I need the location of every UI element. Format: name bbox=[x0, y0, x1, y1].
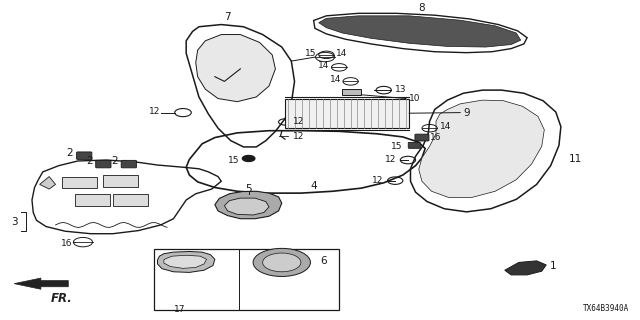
Polygon shape bbox=[157, 252, 215, 272]
Text: FR.: FR. bbox=[51, 292, 73, 305]
Text: 1: 1 bbox=[549, 261, 556, 271]
Text: 5: 5 bbox=[245, 184, 252, 194]
Circle shape bbox=[253, 248, 310, 276]
Text: 2: 2 bbox=[111, 156, 118, 166]
Text: 6: 6 bbox=[320, 256, 326, 266]
Text: 16: 16 bbox=[430, 133, 442, 142]
Text: TX64B3940A: TX64B3940A bbox=[583, 304, 629, 313]
Text: 15: 15 bbox=[391, 142, 403, 151]
Text: 2: 2 bbox=[66, 148, 73, 157]
Text: 15: 15 bbox=[228, 156, 239, 164]
Circle shape bbox=[262, 253, 301, 272]
Polygon shape bbox=[419, 100, 544, 197]
Text: 12: 12 bbox=[372, 175, 384, 185]
Polygon shape bbox=[40, 177, 56, 189]
FancyBboxPatch shape bbox=[77, 152, 92, 159]
Text: 12: 12 bbox=[293, 117, 305, 126]
Text: 14: 14 bbox=[318, 61, 330, 70]
Text: 11: 11 bbox=[568, 155, 582, 164]
Text: 9: 9 bbox=[463, 108, 470, 117]
Bar bbox=[62, 177, 97, 188]
Text: 2: 2 bbox=[86, 156, 93, 166]
Text: 14: 14 bbox=[330, 75, 341, 84]
Polygon shape bbox=[196, 35, 275, 102]
Polygon shape bbox=[215, 191, 282, 219]
Text: 12: 12 bbox=[385, 155, 396, 164]
Text: 13: 13 bbox=[395, 85, 406, 94]
Text: 14: 14 bbox=[440, 123, 451, 132]
Bar bbox=[342, 89, 362, 95]
Circle shape bbox=[243, 155, 255, 162]
Text: 12: 12 bbox=[149, 107, 161, 116]
Polygon shape bbox=[319, 16, 521, 47]
Text: 12: 12 bbox=[293, 132, 305, 141]
FancyBboxPatch shape bbox=[121, 160, 136, 168]
Bar bbox=[103, 175, 138, 187]
Bar bbox=[113, 194, 148, 206]
Text: 17: 17 bbox=[174, 305, 186, 314]
Text: 10: 10 bbox=[409, 94, 420, 103]
Bar bbox=[285, 99, 409, 128]
Text: 15: 15 bbox=[305, 49, 317, 58]
FancyBboxPatch shape bbox=[415, 134, 429, 141]
Polygon shape bbox=[14, 278, 68, 289]
FancyBboxPatch shape bbox=[408, 142, 420, 148]
Text: 4: 4 bbox=[310, 180, 317, 191]
Bar bbox=[75, 194, 109, 206]
Polygon shape bbox=[505, 261, 546, 275]
Polygon shape bbox=[164, 255, 207, 268]
Text: 7: 7 bbox=[224, 12, 231, 22]
Text: 16: 16 bbox=[61, 239, 73, 248]
Bar bbox=[154, 249, 339, 310]
Text: 8: 8 bbox=[419, 3, 425, 13]
Text: 3: 3 bbox=[11, 217, 17, 227]
Text: 14: 14 bbox=[336, 49, 348, 58]
Polygon shape bbox=[225, 198, 269, 215]
FancyBboxPatch shape bbox=[96, 160, 111, 168]
